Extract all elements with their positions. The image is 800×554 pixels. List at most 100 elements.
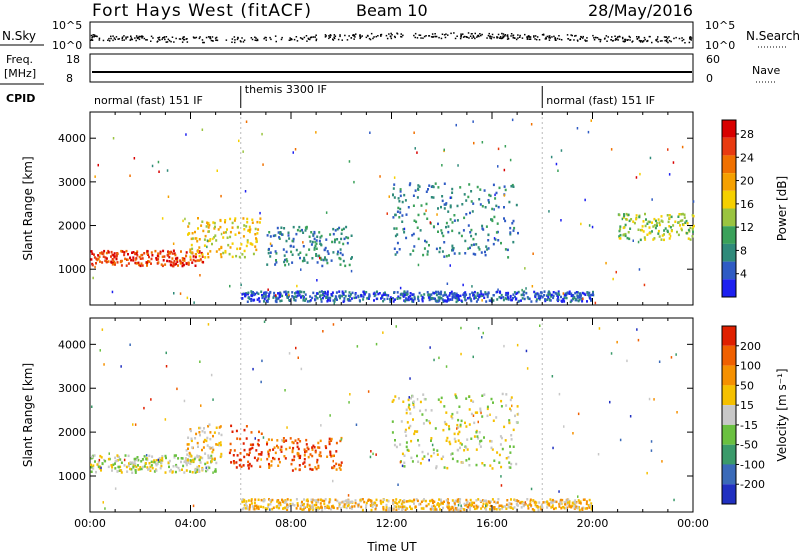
count-dot bbox=[110, 37, 112, 40]
echo-cell bbox=[412, 232, 415, 236]
echo-cell bbox=[459, 294, 462, 298]
echo-cell bbox=[559, 502, 562, 505]
echo-cell bbox=[575, 505, 578, 508]
count-dot bbox=[121, 39, 124, 41]
noise-cell bbox=[173, 292, 175, 295]
echo-cell bbox=[590, 502, 593, 505]
count-dot bbox=[143, 37, 146, 40]
echo-cell bbox=[544, 501, 547, 504]
count-dot bbox=[501, 32, 503, 35]
echo-cell bbox=[432, 196, 435, 199]
echo-cell bbox=[189, 250, 192, 253]
echo-cell bbox=[229, 217, 232, 221]
echo-cell bbox=[110, 260, 113, 264]
echo-cell bbox=[468, 408, 471, 411]
noise-cell bbox=[192, 504, 195, 508]
count-dot bbox=[250, 37, 253, 39]
noise-cell bbox=[401, 464, 404, 468]
echo-cell bbox=[332, 251, 335, 254]
echo-cell bbox=[311, 504, 314, 507]
echo-cell bbox=[214, 225, 216, 229]
echo-cell bbox=[545, 294, 548, 297]
count-dot bbox=[541, 34, 544, 36]
echo-cell bbox=[196, 468, 199, 472]
echo-cell bbox=[226, 228, 228, 231]
echo-cell bbox=[422, 507, 425, 510]
count-dot bbox=[506, 34, 509, 36]
echo-cell bbox=[469, 297, 472, 301]
noise-cell bbox=[650, 440, 653, 443]
noise-cell bbox=[525, 287, 527, 290]
count-dot bbox=[231, 38, 234, 40]
echo-cell bbox=[267, 251, 270, 255]
echo-cell bbox=[489, 500, 492, 503]
echo-cell bbox=[214, 468, 217, 471]
noise-cell bbox=[112, 137, 115, 140]
echo-cell bbox=[224, 219, 227, 222]
echo-cell bbox=[407, 398, 410, 402]
echo-cell bbox=[365, 506, 367, 510]
noise-cell bbox=[340, 438, 343, 441]
count-dot bbox=[504, 35, 506, 37]
count-dot bbox=[681, 37, 683, 39]
echo-cell bbox=[289, 437, 292, 440]
echo-cell bbox=[188, 454, 191, 458]
echo-cell bbox=[211, 450, 214, 454]
echo-cell bbox=[618, 235, 621, 238]
echo-cell bbox=[679, 219, 682, 223]
echo-cell bbox=[623, 214, 626, 218]
echo-cell bbox=[661, 220, 664, 223]
echo-cell bbox=[343, 297, 346, 300]
echo-cell bbox=[412, 194, 415, 197]
echo-cell bbox=[285, 293, 287, 296]
noise-cell bbox=[550, 155, 553, 159]
noise-cell bbox=[242, 150, 244, 153]
echo-region bbox=[241, 290, 595, 304]
echo-cell bbox=[310, 506, 313, 509]
echo-cell bbox=[684, 221, 687, 224]
echo-cell bbox=[112, 259, 115, 262]
noise-cell bbox=[446, 423, 448, 426]
echo-cell bbox=[668, 214, 671, 217]
count-dot bbox=[665, 39, 668, 41]
noise-cell bbox=[441, 164, 443, 167]
echo-cell bbox=[529, 498, 532, 501]
echo-cell bbox=[520, 299, 522, 302]
echo-cell bbox=[92, 467, 95, 470]
noise-cell bbox=[259, 211, 261, 215]
echo-cell bbox=[309, 295, 312, 298]
echo-cell bbox=[470, 437, 473, 440]
echo-cell bbox=[477, 498, 480, 501]
count-dot bbox=[185, 38, 187, 40]
echo-cell bbox=[476, 506, 479, 509]
echo-cell bbox=[581, 507, 584, 510]
echo-cell bbox=[274, 250, 277, 253]
echo-cell bbox=[209, 431, 212, 434]
echo-cell bbox=[423, 212, 426, 216]
echo-cell bbox=[166, 259, 169, 263]
echo-cell bbox=[97, 461, 100, 464]
echo-cell bbox=[397, 197, 400, 200]
echo-cell bbox=[313, 231, 316, 235]
echo-cell bbox=[486, 407, 489, 411]
count-dot bbox=[628, 35, 630, 38]
echo-cell bbox=[317, 498, 320, 502]
echo-cell bbox=[465, 293, 468, 296]
echo-cell bbox=[168, 260, 171, 263]
echo-cell bbox=[501, 447, 504, 451]
count-dot bbox=[434, 35, 437, 38]
echo-cell bbox=[403, 465, 406, 468]
count-dot bbox=[431, 33, 434, 35]
echo-cell bbox=[460, 299, 463, 302]
echo-cell bbox=[261, 296, 264, 300]
echo-cell bbox=[321, 499, 324, 502]
echo-cell bbox=[489, 504, 492, 508]
echo-cell bbox=[567, 498, 570, 502]
echo-cell bbox=[479, 290, 482, 293]
echo-cell bbox=[240, 243, 243, 246]
noise-cell bbox=[193, 301, 195, 304]
echo-cell bbox=[408, 499, 411, 502]
count-dot bbox=[94, 35, 96, 37]
echo-cell bbox=[143, 465, 146, 468]
